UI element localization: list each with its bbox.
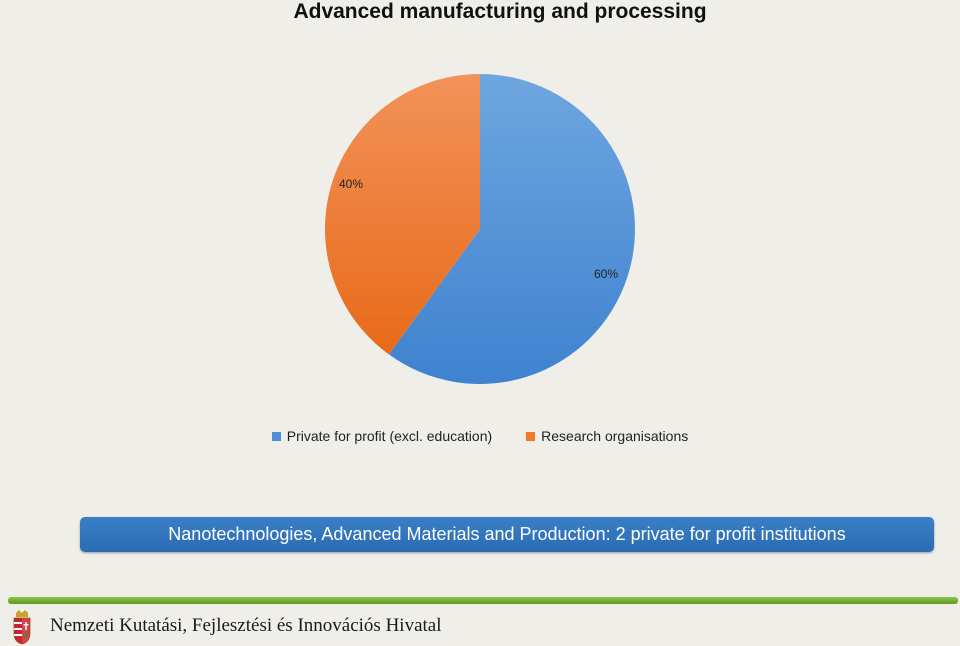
pie-slice-private (388, 74, 636, 385)
slice-data-label-private: 60% (594, 267, 618, 281)
chart-title: Advanced manufacturing and processing (293, 0, 707, 23)
hungarian-coat-of-arms-icon (13, 610, 31, 645)
legend-item-private: Private for profit (excl. education) (271, 428, 493, 444)
pie-chart: 60% 40% (325, 74, 636, 385)
footer-divider (8, 597, 958, 604)
agency-name: Nemzeti Kutatási, Fejlesztési és Innovác… (50, 615, 442, 636)
slice-data-label-research: 40% (339, 177, 363, 191)
legend-label-private: Private for profit (excl. education) (286, 428, 493, 444)
chart-legend: Private for profit (excl. education) Res… (0, 428, 960, 444)
summary-banner: Nanotechnologies, Advanced Materials and… (80, 517, 934, 552)
legend-label-research: Research organisations (541, 428, 689, 444)
legend-item-research: Research organisations (526, 428, 688, 444)
legend-swatch-orange-icon (526, 431, 536, 441)
legend-swatch-blue-icon (271, 431, 281, 441)
pie-slice-research (325, 74, 480, 355)
banner-text: Nanotechnologies, Advanced Materials and… (168, 524, 846, 544)
